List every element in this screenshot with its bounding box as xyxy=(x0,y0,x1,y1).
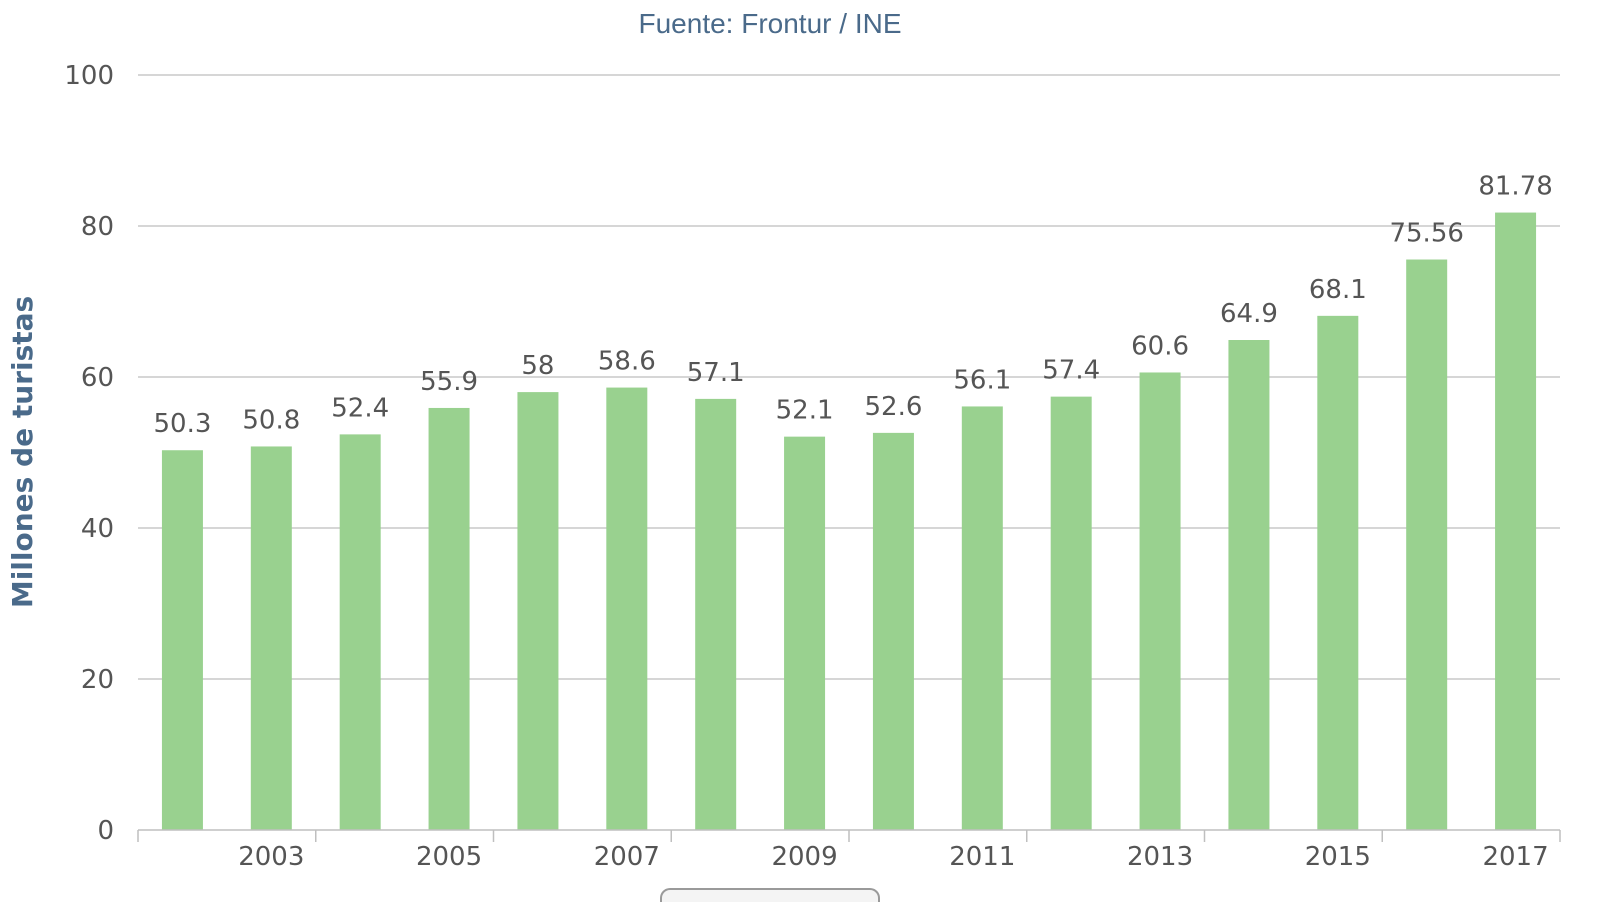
bar-2013[interactable] xyxy=(1139,372,1181,830)
bar-2015[interactable] xyxy=(1317,315,1359,831)
x-tick-label: 2015 xyxy=(1305,842,1371,872)
data-label-2004: 52.4 xyxy=(331,393,389,423)
data-label-2015: 68.1 xyxy=(1309,275,1367,305)
scroll-handle[interactable] xyxy=(660,888,880,902)
bar-2006[interactable] xyxy=(517,392,559,830)
data-label-2014: 64.9 xyxy=(1220,299,1278,329)
x-axis: 2003 2005 2007 2009 2011 2013 2015 2017 xyxy=(137,829,1561,872)
data-label-2011: 56.1 xyxy=(953,365,1011,395)
bar-2012[interactable] xyxy=(1050,396,1092,830)
y-tick-label: 0 xyxy=(97,816,114,846)
data-label-2016: 75.56 xyxy=(1389,219,1463,249)
data-label-2007: 58.6 xyxy=(598,347,656,377)
bar-2005[interactable] xyxy=(428,407,470,830)
y-tick-label: 60 xyxy=(81,363,114,393)
data-label-2005: 55.9 xyxy=(420,367,478,397)
y-tick-label: 40 xyxy=(81,514,114,544)
bar-2008[interactable] xyxy=(695,398,737,830)
data-label-2006: 58 xyxy=(521,351,554,381)
data-label-2012: 57.4 xyxy=(1042,356,1100,386)
bar-2014[interactable] xyxy=(1228,340,1270,830)
x-tick-label: 2013 xyxy=(1127,842,1193,872)
x-tick-label: 2007 xyxy=(594,842,660,872)
bar-2003[interactable] xyxy=(250,446,292,830)
data-label-2013: 60.6 xyxy=(1131,331,1189,361)
y-tick-label: 100 xyxy=(64,61,114,91)
data-label-2009: 52.1 xyxy=(776,396,834,426)
bar-2007[interactable] xyxy=(606,387,648,830)
y-tick-label: 80 xyxy=(81,212,114,242)
x-tick-label: 2003 xyxy=(238,842,304,872)
y-tick-label: 20 xyxy=(81,665,114,695)
x-tick-label: 2005 xyxy=(416,842,482,872)
data-label-2002: 50.3 xyxy=(153,409,211,439)
bar-2004[interactable] xyxy=(339,434,381,830)
data-label-2017: 81.78 xyxy=(1478,172,1552,202)
x-tick-label: 2009 xyxy=(771,842,837,872)
chart-subtitle: Fuente: Frontur / INE xyxy=(639,8,902,39)
x-tick-label: 2011 xyxy=(949,842,1015,872)
y-axis-ticks: 0 20 40 60 80 100 xyxy=(64,61,114,846)
y-axis-label: Millones de turistas xyxy=(6,296,39,608)
bar-2002[interactable] xyxy=(161,450,203,830)
data-label-2010: 52.6 xyxy=(864,392,922,422)
data-label-2003: 50.8 xyxy=(242,405,300,435)
data-label-2008: 57.1 xyxy=(687,358,745,388)
bar-2011[interactable] xyxy=(961,406,1003,830)
bar-2009[interactable] xyxy=(784,436,826,830)
x-tick-label: 2017 xyxy=(1482,842,1548,872)
bar-2017[interactable] xyxy=(1495,212,1537,830)
bar-2010[interactable] xyxy=(872,432,914,830)
data-labels: 50.3 50.8 52.4 55.9 58 58.6 57.1 52.1 52.6 56.1 57… xyxy=(153,172,1552,440)
bar-2016[interactable] xyxy=(1406,259,1448,831)
bars xyxy=(161,212,1537,831)
